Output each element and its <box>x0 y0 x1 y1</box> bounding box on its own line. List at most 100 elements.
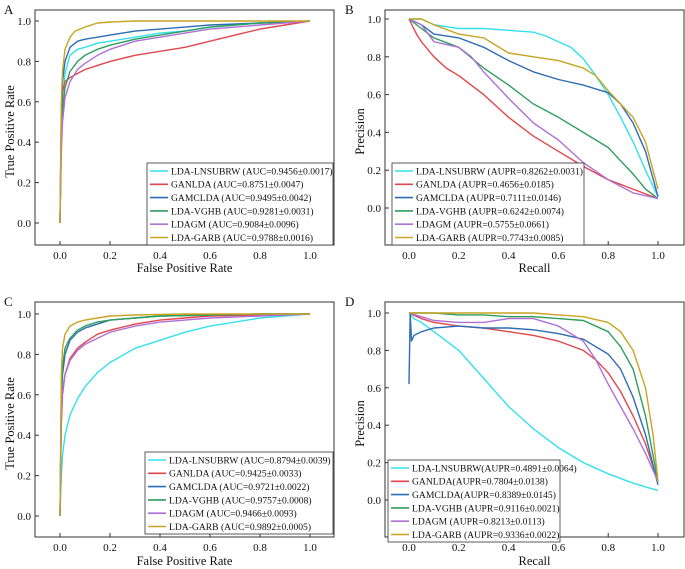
series-line-gamclda <box>408 18 659 197</box>
legend-entry: LDAGM (AUPR=0.5755±0.0661) <box>416 220 549 231</box>
series-line-gamclda <box>408 312 659 486</box>
y-tick-label: 0.6 <box>367 90 381 102</box>
legend-entry: LDA-GARB (AUC=0.9892±0.0005) <box>169 522 311 533</box>
y-axis-label: True Positive Rate <box>3 377 17 470</box>
x-tick-label: 0.2 <box>452 250 466 262</box>
series-line-lda-garb <box>59 313 310 517</box>
y-axis-label: True Positive Rate <box>3 85 17 178</box>
legend-entry: LDA-LNSUBRW (AUC=0.8794±0.0039) <box>169 455 331 466</box>
x-axis-label: Recall <box>519 554 551 568</box>
y-tick-label: 1.0 <box>17 309 31 321</box>
legend-entry: LDA-GARB (AUPR=0.7743±0.0085) <box>416 233 563 244</box>
series-line-lda-vghb <box>59 20 311 224</box>
legend-entry: LDA-GARB (AUPR=0.9336±0.0022) <box>412 530 559 541</box>
legend-entry: GAMCLDA (AUC=0.9495±0.0042) <box>171 193 311 204</box>
series-line-lda-lnsubrw <box>408 312 659 492</box>
legend-box <box>387 459 561 543</box>
x-tick-label: 0.6 <box>552 250 566 262</box>
panel-letter: C <box>4 294 13 309</box>
y-tick-label: 0.2 <box>17 178 31 190</box>
series-line-ldagm <box>408 312 659 482</box>
x-tick-label: 1.0 <box>303 250 317 262</box>
series-line-ganlda <box>59 20 311 224</box>
panel-letter: B <box>345 2 354 17</box>
x-tick-label: 0.4 <box>153 542 167 554</box>
x-tick-label: 0.6 <box>552 542 566 554</box>
series-line-lda-vghb <box>408 18 659 200</box>
y-tick-label: 0.4 <box>17 430 31 442</box>
legend-entry: LDAGM (AUC=0.9084±0.0096) <box>171 220 299 231</box>
x-tick-label: 0.4 <box>502 250 516 262</box>
series-line-lda-vghb <box>409 312 659 482</box>
x-tick-label: 0.6 <box>203 250 217 262</box>
x-tick-label: 0.2 <box>103 542 117 554</box>
legend-entry: GANLDA (AUC=0.9425±0.0033) <box>169 469 301 480</box>
legend-entry: GANLDA (AUC=0.8751±0.0047) <box>171 180 303 191</box>
panel-a: A 0.0 0.2 0.4 0.6 0.8 1.0 0.0 0.2 0.4 0.6 0.8 1.0 Fal… <box>3 2 335 275</box>
series-line-lda-lnsubrw <box>409 18 659 197</box>
x-tick-label: 0.4 <box>153 250 167 262</box>
series-line-lda-garb <box>409 312 659 482</box>
x-tick-label: 0.2 <box>452 542 466 554</box>
series-line-lda-garb <box>409 18 659 190</box>
legend-box <box>144 451 334 535</box>
y-tick-label: 0.8 <box>367 345 381 357</box>
y-tick-label: 0.6 <box>367 383 381 395</box>
legend-entry: LDA-VGHB (AUPR=0.6242±0.0074) <box>416 206 564 217</box>
series-line-ganlda <box>408 312 659 482</box>
series-line-ldagm <box>59 313 311 517</box>
panel-d: D 0.0 0.2 0.4 0.6 0.8 1.0 0.0 0.2 0.4 0.6 0.8 1.0 Rec… <box>345 294 685 568</box>
legend: LDA-LNSUBRW (AUC=0.9456±0.0017) GANLDA (A… <box>146 162 334 246</box>
panel-letter: A <box>4 2 14 17</box>
y-tick-label: 0.6 <box>17 390 31 402</box>
x-tick-label: 0.0 <box>53 250 67 262</box>
series-line-lda-vghb <box>59 313 310 517</box>
series-line-gamclda <box>59 20 311 224</box>
x-tick-label: 0.0 <box>402 542 416 554</box>
legend: LDA-LNSUBRW (AUPR=0.8262±0.0031) GANLDA (… <box>391 162 585 246</box>
y-tick-label: 0.4 <box>367 420 381 432</box>
x-tick-label: 0.8 <box>253 250 267 262</box>
x-tick-label: 0.2 <box>103 250 117 262</box>
legend-entry: GAMCLDA(AUPR=0.8389±0.0145) <box>412 490 556 501</box>
legend-entry: GAMCLDA (AUC=0.9721±0.0022) <box>169 482 309 493</box>
y-axis-label: Precision <box>353 399 367 446</box>
x-tick-label: 0.8 <box>601 250 615 262</box>
panel-letter: D <box>345 294 354 309</box>
legend-entry: GANLDA(AUPR=0.7804±0.0138) <box>412 477 548 488</box>
legend-box <box>391 162 585 246</box>
legend: LDA-LNSUBRW (AUC=0.8794±0.0039) GANLDA (A… <box>144 451 334 535</box>
legend-box <box>146 162 334 246</box>
y-tick-label: 0.0 <box>17 218 31 230</box>
y-tick-label: 0.0 <box>17 511 31 523</box>
y-tick-label: 0.8 <box>17 349 31 361</box>
series-line-ldagm <box>408 18 659 200</box>
legend-entry: GANLDA (AUPR=0.4656±0.0185) <box>416 180 554 191</box>
plot-frame <box>34 301 335 538</box>
x-tick-label: 0.8 <box>601 542 615 554</box>
legend-entry: LDA-LNSUBRW (AUC=0.9456±0.0017) <box>171 166 333 177</box>
y-tick-label: 0.2 <box>367 165 381 177</box>
legend-entry: LDAGM (AUPR=0.8213±0.0113) <box>412 517 545 528</box>
y-tick-label: 0.2 <box>367 458 381 470</box>
legend-entry: LDA-VGHB (AUPR=0.9116±0.0021) <box>412 503 560 514</box>
y-tick-label: 1.0 <box>367 14 381 26</box>
x-tick-label: 1.0 <box>651 542 665 554</box>
x-axis-label: False Positive Rate <box>137 261 233 275</box>
x-tick-label: 0.4 <box>502 542 516 554</box>
legend-entry: LDA-VGHB (AUC=0.9757±0.0008) <box>169 495 312 506</box>
y-tick-label: 0.2 <box>17 471 31 483</box>
legend-entry: LDA-GARB (AUC=0.9788±0.0016) <box>171 233 313 244</box>
legend-entry: LDA-LNSUBRW(AUPR=0.4891±0.0064) <box>412 463 577 474</box>
x-tick-label: 0.0 <box>402 250 416 262</box>
legend-entry: LDA-VGHB (AUC=0.9281±0.0031) <box>171 206 314 217</box>
y-tick-label: 0.6 <box>17 97 31 109</box>
x-axis-label: False Positive Rate <box>137 554 233 568</box>
y-tick-label: 0.0 <box>367 495 381 507</box>
y-axis-label: Precision <box>353 107 367 154</box>
x-tick-label: 0.6 <box>203 542 217 554</box>
series-line-ldagm <box>59 20 311 224</box>
y-tick-label: 1.0 <box>367 308 381 320</box>
x-tick-label: 1.0 <box>651 250 665 262</box>
